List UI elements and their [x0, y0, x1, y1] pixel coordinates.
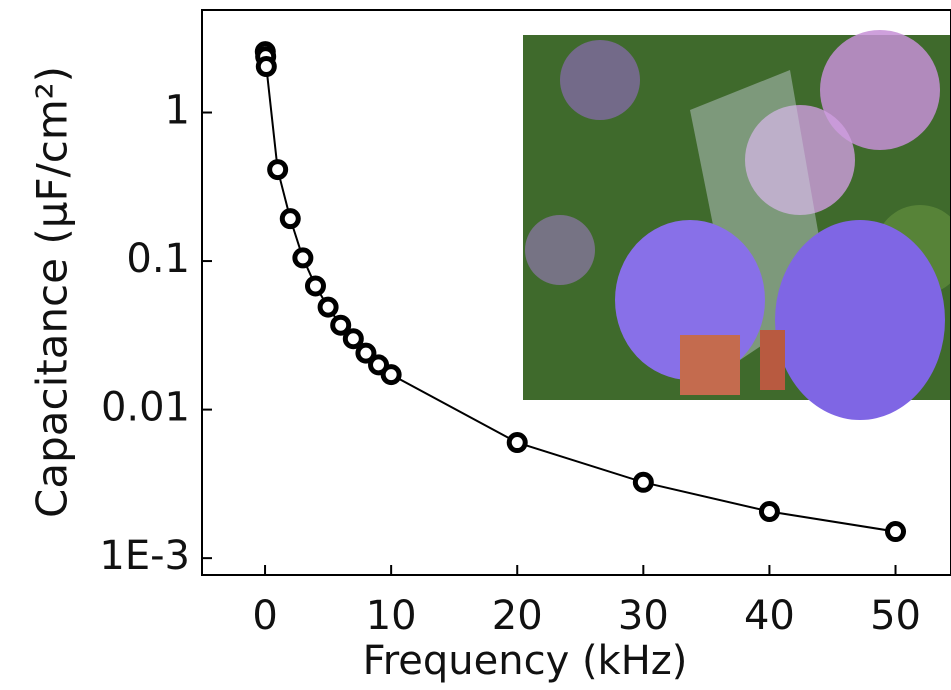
y-tick-label: 1E-3: [99, 533, 190, 579]
data-point: [342, 328, 364, 350]
data-point: [506, 432, 528, 454]
y-tick-label: 1: [165, 88, 190, 134]
data-point: [304, 275, 326, 297]
x-tick-label: 20: [492, 593, 543, 639]
x-tick-label: 40: [744, 593, 795, 639]
data-point: [758, 501, 780, 523]
x-tick-label: 30: [618, 593, 669, 639]
data-point: [267, 159, 289, 181]
data-point: [279, 208, 301, 230]
x-tick-label: 50: [870, 593, 921, 639]
data-point: [380, 364, 402, 386]
data-point: [632, 471, 654, 493]
data-point: [330, 314, 352, 336]
data-point: [292, 247, 314, 269]
y-tick-label: 0.01: [101, 385, 190, 431]
inset-photo: [523, 30, 951, 420]
data-point: [255, 56, 277, 78]
y-tick-label: 0.1: [126, 236, 190, 282]
plot-frame: [201, 9, 951, 576]
x-tick-label: 0: [252, 593, 277, 639]
x-axis-label: Frequency (kHz): [363, 638, 688, 684]
data-point: [355, 342, 377, 364]
y-axis-label: Capacitance (μF/cm²): [28, 66, 77, 518]
x-tick-label: 10: [366, 593, 417, 639]
data-point: [317, 296, 339, 318]
data-point: [885, 521, 907, 543]
